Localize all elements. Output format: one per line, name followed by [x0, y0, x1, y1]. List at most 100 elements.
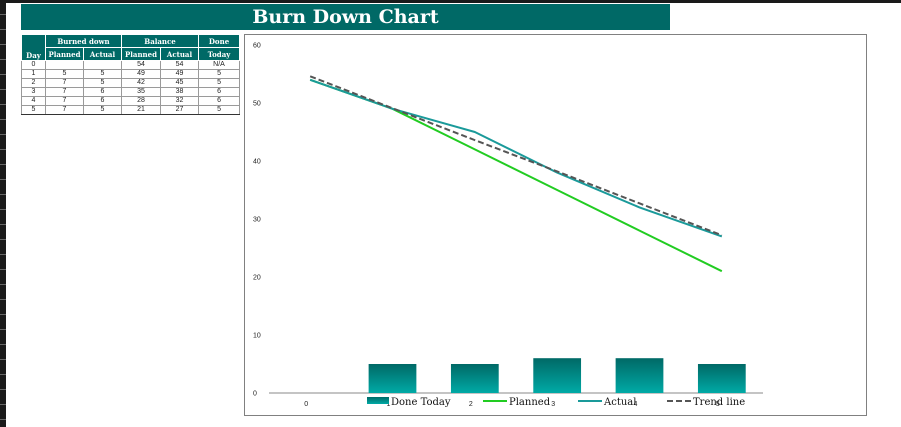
header-balance-actual: Actual	[159, 47, 200, 61]
header-burned-down: Burned down	[45, 34, 122, 48]
sheet-row-marker	[0, 194, 6, 195]
sheet-row-marker	[0, 389, 6, 390]
legend-label: Done Today	[391, 397, 451, 408]
bar-done-today	[697, 364, 746, 393]
table-cell-bal-actual: 38	[159, 87, 200, 97]
x-tick-label: 1	[387, 401, 391, 408]
table-row: 1 5 5 49 49 5	[21, 69, 241, 79]
legend-swatch-done-today	[367, 397, 389, 404]
sheet-row-marker	[0, 269, 6, 270]
series-line-actual	[309, 78, 723, 238]
page-title: Burn Down Chart	[21, 4, 670, 30]
table-cell-planned: 7	[45, 78, 84, 88]
sheet-row-marker	[0, 254, 6, 255]
table-cell-bal-actual: 45	[159, 78, 200, 88]
table-row: 4 7 6 28 32 6	[21, 96, 241, 106]
sheet-row-marker	[0, 164, 6, 165]
sheet-row-marker	[0, 329, 6, 330]
table-cell-actual: 5	[83, 69, 122, 79]
table-cell-bal-planned: 28	[121, 96, 161, 106]
table-cell-planned	[45, 60, 84, 70]
y-tick-label: 20	[253, 275, 261, 282]
table-cell-day: 5	[21, 105, 46, 115]
sheet-row-marker	[0, 104, 6, 105]
table-cell-actual: 5	[83, 105, 122, 115]
table-subheader-row: Planned Actual Planned Actual Today	[22, 47, 241, 61]
table-cell-planned: 7	[45, 105, 84, 115]
sheet-row-marker	[0, 134, 6, 135]
sheet-row-marker	[0, 359, 6, 360]
table-cell-bal-planned: 42	[121, 78, 161, 88]
table-cell-planned: 7	[45, 96, 84, 106]
y-tick-label: 0	[253, 391, 257, 398]
x-tick-label: 4	[634, 401, 638, 408]
sheet-row-marker	[0, 224, 6, 225]
table-cell-day: 1	[21, 69, 46, 79]
bar-done-today	[615, 358, 664, 393]
table-cell-done-today: N/A	[198, 60, 241, 70]
table-cell-day: 4	[21, 96, 46, 106]
x-tick-label: 3	[551, 401, 555, 408]
burn-down-table: Day Burned down Balance Done Planned Act…	[21, 34, 241, 115]
sheet-row-marker	[0, 344, 6, 345]
table-row: 3 7 6 35 38 6	[21, 87, 241, 97]
legend-label: Actual	[603, 397, 636, 408]
table-cell-day: 2	[21, 78, 46, 88]
y-tick-label: 40	[253, 159, 261, 166]
header-day: Day	[21, 34, 46, 61]
sheet-row-marker	[0, 59, 6, 60]
table-cell-done-today: 5	[198, 69, 241, 79]
sheet-row-marker	[0, 44, 6, 45]
table-cell-bal-actual: 32	[159, 96, 200, 106]
table-cell-done-today: 6	[198, 87, 241, 97]
table-cell-done-today: 6	[198, 96, 241, 106]
sheet-row-marker	[0, 89, 6, 90]
table-header-row: Day Burned down Balance Done	[21, 34, 241, 61]
sheet-row-marker	[0, 314, 6, 315]
header-burned-planned: Planned	[45, 47, 84, 61]
sheet-row-marker	[0, 404, 6, 405]
sheet-row-marker	[0, 149, 6, 150]
bar-done-today	[533, 358, 582, 393]
sheet-row-marker	[0, 119, 6, 120]
table-row: 0 54 54 N/A	[21, 60, 241, 70]
sheet-frame-top	[0, 0, 901, 3]
table-cell-bal-actual: 54	[159, 60, 200, 70]
legend-label: Planned	[509, 397, 551, 408]
legend-label: Trend line	[693, 397, 745, 408]
table-cell-actual: 6	[83, 96, 122, 106]
table-cell-actual: 5	[83, 78, 122, 88]
table-cell-bal-actual: 49	[159, 69, 200, 79]
burn-down-chart: 0 10 20 30 40 50 60 0 1 2 3 4 5 Done Today Planned Actu…	[244, 34, 867, 416]
bar-done-today	[450, 364, 499, 393]
sheet-row-marker	[0, 74, 6, 75]
x-tick-label: 2	[469, 401, 473, 408]
table-cell-planned: 7	[45, 87, 84, 97]
header-done-today-line1: Done	[198, 34, 241, 48]
sheet-row-marker	[0, 284, 6, 285]
bar-done-today	[368, 364, 417, 393]
table-cell-bal-planned: 49	[121, 69, 161, 79]
y-tick-label: 10	[253, 333, 261, 340]
series-line-planned	[309, 78, 723, 273]
table-cell-day: 3	[21, 87, 46, 97]
table-cell-actual: 6	[83, 87, 122, 97]
chart-canvas: 0 10 20 30 40 50 60 0 1 2 3 4 5 Done Today Planned Actu…	[253, 43, 763, 408]
table-cell-bal-planned: 21	[121, 105, 161, 115]
y-tick-label: 50	[253, 101, 261, 108]
header-done-today-line2: Today	[198, 47, 241, 61]
sheet-row-marker	[0, 374, 6, 375]
table-cell-actual	[83, 60, 122, 70]
x-tick-label: 5	[716, 401, 720, 408]
sheet-row-marker	[0, 419, 6, 420]
sheet-row-marker	[0, 179, 6, 180]
y-tick-label: 60	[253, 43, 261, 50]
sheet-row-marker	[0, 299, 6, 300]
table-cell-bal-planned: 54	[121, 60, 161, 70]
table-cell-done-today: 5	[198, 78, 241, 88]
x-tick-label: 0	[304, 401, 308, 408]
header-burned-actual: Actual	[83, 47, 122, 61]
series-line-trend-line	[309, 75, 723, 237]
table-cell-planned: 5	[45, 69, 84, 79]
sheet-row-marker	[0, 14, 6, 15]
